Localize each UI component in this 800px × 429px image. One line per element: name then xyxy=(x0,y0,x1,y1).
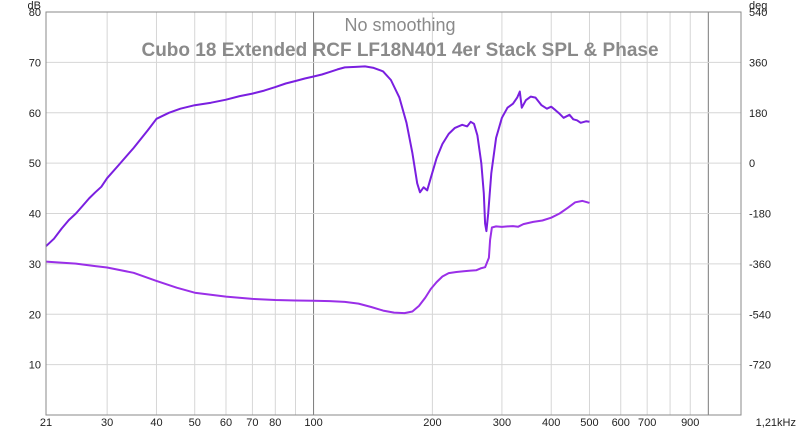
x-tick-label: 400 xyxy=(542,417,560,429)
x-tick-label: 1,21kHz xyxy=(756,417,796,429)
left-y-tick-label: 50 xyxy=(29,158,41,170)
right-y-tick-label: 180 xyxy=(749,108,767,120)
right-y-tick-label: 360 xyxy=(749,57,767,69)
right-y-tick-label: 0 xyxy=(749,158,755,170)
x-tick-label: 30 xyxy=(101,417,113,429)
right-y-tick-label: 540 xyxy=(749,7,767,19)
right-y-tick-label: -360 xyxy=(749,259,771,271)
x-tick-label: 80 xyxy=(269,417,281,429)
left-y-tick-label: 30 xyxy=(29,259,41,271)
x-tick-label: 21 xyxy=(40,417,52,429)
left-y-tick-label: 10 xyxy=(29,360,41,372)
x-tick-label: 300 xyxy=(493,417,511,429)
x-tick-label: 50 xyxy=(189,417,201,429)
x-tick-label: 900 xyxy=(681,417,699,429)
left-axis-unit: dB xyxy=(28,0,41,12)
chart-title: Cubo 18 Extended RCF LF18N401 4er Stack … xyxy=(141,40,658,61)
left-y-tick-label: 20 xyxy=(29,309,41,321)
x-tick-label: 100 xyxy=(304,417,322,429)
x-tick-label: 600 xyxy=(612,417,630,429)
grid-lines xyxy=(46,11,741,415)
plot-frame xyxy=(45,11,742,416)
x-tick-label: 700 xyxy=(638,417,656,429)
left-y-tick-label: 80 xyxy=(29,7,41,19)
x-tick-label: 60 xyxy=(220,417,232,429)
x-tick-label: 70 xyxy=(246,417,258,429)
series-group xyxy=(45,65,590,315)
x-tick-label: 40 xyxy=(150,417,162,429)
phase-series-line xyxy=(45,199,590,315)
x-tick-label: 200 xyxy=(423,417,441,429)
right-axis-unit: deg xyxy=(749,0,767,12)
left-y-tick-label: 40 xyxy=(29,209,41,221)
spl-series-line xyxy=(45,65,590,247)
x-tick-label: 500 xyxy=(580,417,598,429)
right-y-tick-label: -540 xyxy=(749,309,771,321)
left-y-tick-label: 60 xyxy=(29,108,41,120)
right-y-tick-label: -720 xyxy=(749,360,771,372)
chart-subtitle: No smoothing xyxy=(344,15,455,35)
tick-labels: 21 30 40 50 60 70 80 100 200 300 400 500 600 700 900 1,… xyxy=(29,7,796,429)
right-y-tick-label: -180 xyxy=(749,209,771,221)
left-y-tick-label: 70 xyxy=(29,57,41,69)
